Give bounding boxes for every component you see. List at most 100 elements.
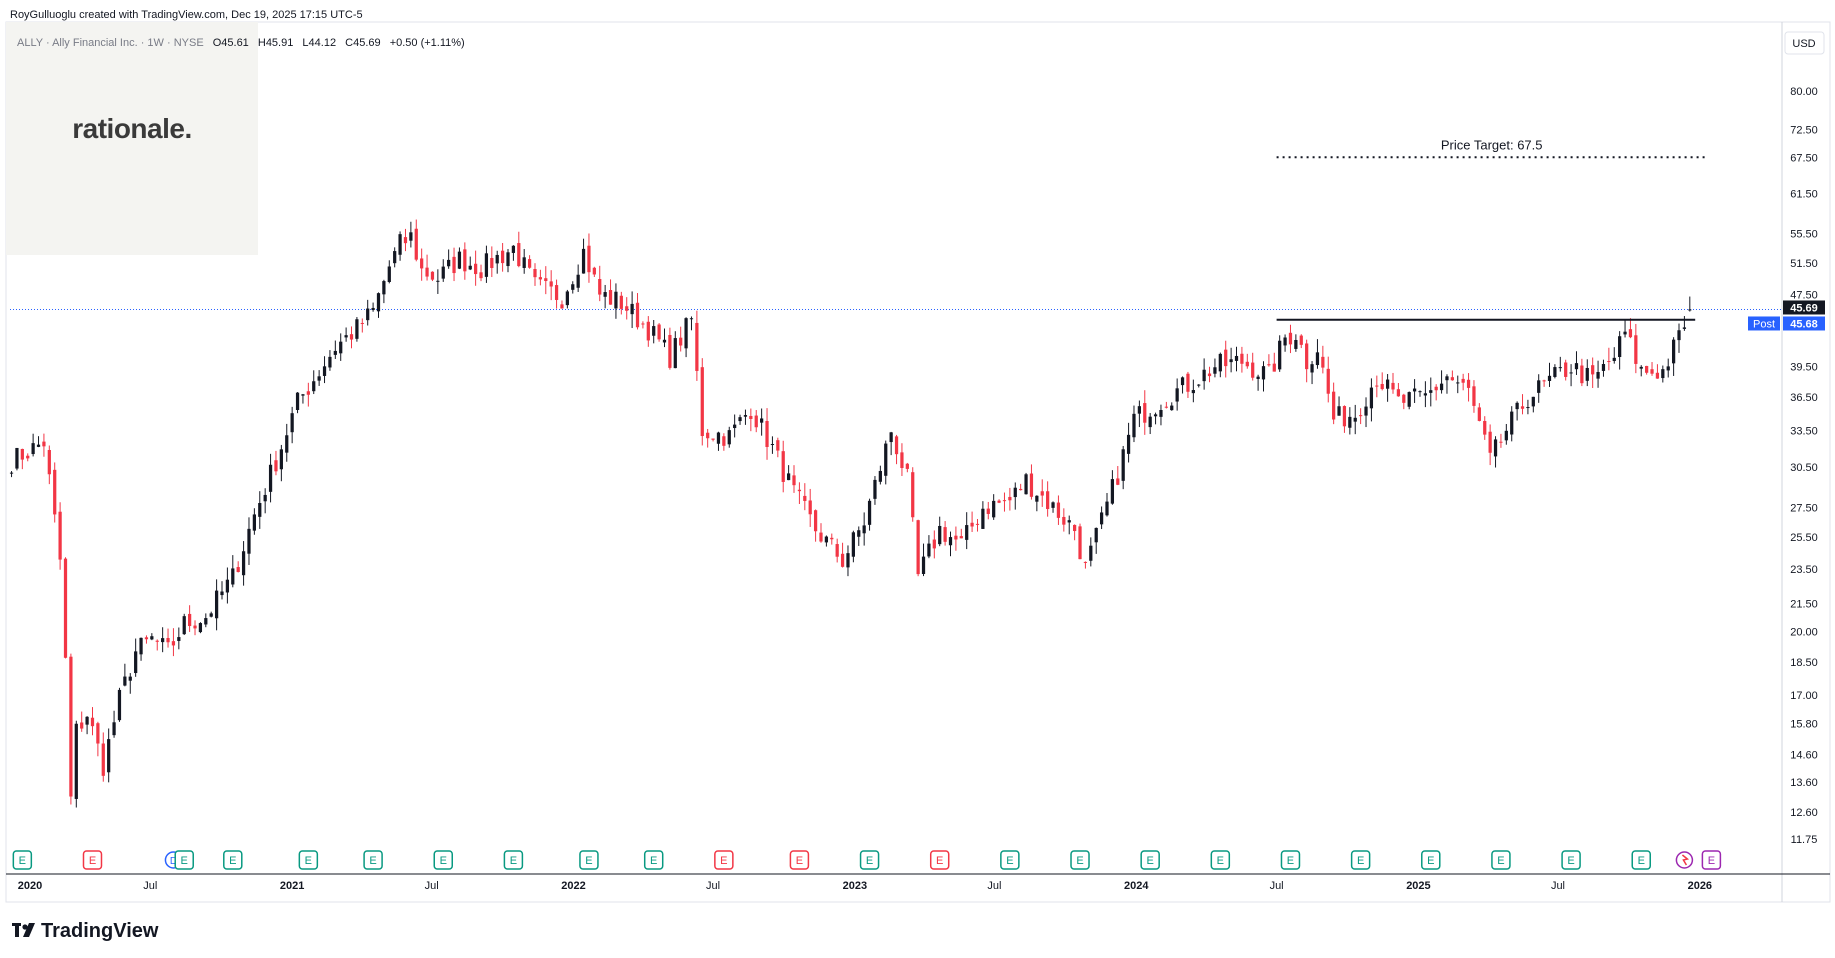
candle[interactable] xyxy=(1564,359,1568,381)
candle[interactable] xyxy=(938,516,942,547)
candle[interactable] xyxy=(414,219,418,262)
candle[interactable] xyxy=(652,319,656,344)
candle[interactable] xyxy=(484,245,489,283)
candle[interactable] xyxy=(851,530,855,563)
tradingview-logo[interactable]: TradingView xyxy=(12,920,159,942)
candle[interactable] xyxy=(538,269,543,286)
candle[interactable] xyxy=(322,356,327,384)
candle[interactable] xyxy=(1073,524,1077,541)
candle[interactable] xyxy=(695,310,699,381)
candle[interactable] xyxy=(1423,381,1428,408)
candle[interactable] xyxy=(1504,423,1508,445)
candle[interactable] xyxy=(441,259,445,282)
candle[interactable] xyxy=(387,260,391,284)
candle[interactable] xyxy=(371,302,375,312)
price-tick-label[interactable]: 47.50 xyxy=(1790,289,1818,301)
candle[interactable] xyxy=(1008,487,1012,511)
candle[interactable] xyxy=(241,541,246,586)
price-tick-label[interactable]: 55.50 xyxy=(1790,229,1818,241)
earnings-marker[interactable]: E xyxy=(1421,850,1441,870)
price-tick-label[interactable]: 25.50 xyxy=(1790,532,1818,544)
candle[interactable] xyxy=(733,414,737,438)
candle[interactable] xyxy=(1337,396,1341,416)
earnings-marker[interactable]: E xyxy=(1350,850,1371,870)
candle[interactable] xyxy=(128,673,132,694)
candle[interactable] xyxy=(533,263,537,286)
candle[interactable] xyxy=(1385,374,1390,402)
candle[interactable] xyxy=(355,317,359,342)
price-tick-label[interactable]: 67.50 xyxy=(1790,152,1818,164)
candle[interactable] xyxy=(506,249,510,273)
candle[interactable] xyxy=(166,628,170,648)
earnings-marker[interactable]: E xyxy=(298,850,319,870)
price-tick-label[interactable]: 33.50 xyxy=(1790,426,1818,438)
time-tick-label[interactable]: 2026 xyxy=(1688,880,1712,892)
candle[interactable] xyxy=(382,279,386,304)
earnings-marker[interactable]: E xyxy=(929,850,950,870)
candle[interactable] xyxy=(1019,483,1023,491)
time-tick-label[interactable]: 2024 xyxy=(1124,880,1149,892)
candle[interactable] xyxy=(1170,402,1174,411)
price-tick-label[interactable]: 30.50 xyxy=(1790,462,1818,474)
candle[interactable] xyxy=(42,433,46,457)
candle[interactable] xyxy=(786,465,791,481)
candle[interactable] xyxy=(1688,296,1692,312)
price-tick-label[interactable]: 23.50 xyxy=(1790,564,1818,576)
candle[interactable] xyxy=(840,542,845,568)
candle[interactable] xyxy=(554,279,559,309)
candle[interactable] xyxy=(1472,380,1476,413)
candle[interactable] xyxy=(517,231,521,268)
candle[interactable] xyxy=(301,393,305,404)
candle[interactable] xyxy=(587,233,591,283)
candle[interactable] xyxy=(813,509,818,542)
candle[interactable] xyxy=(290,406,294,444)
candle[interactable] xyxy=(393,247,397,268)
candle[interactable] xyxy=(738,414,742,425)
candle[interactable] xyxy=(268,453,273,503)
candle[interactable] xyxy=(1213,358,1217,378)
candle[interactable] xyxy=(981,501,985,529)
candle[interactable] xyxy=(1056,495,1061,525)
candle[interactable] xyxy=(349,326,354,349)
candle[interactable] xyxy=(1439,370,1444,394)
symbol-info[interactable]: ALLY · Ally Financial Inc. · 1W · NYSE O… xyxy=(17,37,465,49)
candle[interactable] xyxy=(1364,397,1368,428)
candle[interactable] xyxy=(684,317,688,358)
price-tick-label[interactable]: 17.00 xyxy=(1790,690,1818,702)
candle[interactable] xyxy=(1477,403,1481,422)
candle[interactable] xyxy=(954,526,958,551)
candle[interactable] xyxy=(376,292,381,318)
candle[interactable] xyxy=(560,300,564,309)
price-tick-label[interactable]: 20.00 xyxy=(1790,627,1818,639)
price-tick-label[interactable]: 11.75 xyxy=(1791,834,1818,846)
candle[interactable] xyxy=(1591,357,1595,389)
candle[interactable] xyxy=(1671,337,1676,376)
candle[interactable] xyxy=(1299,334,1303,349)
candle[interactable] xyxy=(1661,365,1665,383)
price-tick-label[interactable]: 13.60 xyxy=(1790,777,1818,789)
candle[interactable] xyxy=(846,545,850,577)
candle[interactable] xyxy=(760,408,764,436)
candle[interactable] xyxy=(700,358,704,446)
candle[interactable] xyxy=(1359,408,1363,425)
candle[interactable] xyxy=(1510,406,1514,442)
candle[interactable] xyxy=(1375,375,1379,398)
candle[interactable] xyxy=(1153,412,1158,425)
candle[interactable] xyxy=(247,517,251,565)
candle[interactable] xyxy=(209,611,213,618)
candle[interactable] xyxy=(857,526,861,546)
candle[interactable] xyxy=(706,428,710,448)
candle[interactable] xyxy=(900,443,904,476)
candle[interactable] xyxy=(965,512,969,550)
price-tick-label[interactable]: 21.50 xyxy=(1790,598,1818,610)
candle[interactable] xyxy=(581,238,586,274)
price-tick-label[interactable]: 39.50 xyxy=(1790,361,1818,373)
candle[interactable] xyxy=(630,291,634,329)
candle[interactable] xyxy=(274,450,278,476)
candle[interactable] xyxy=(1380,372,1384,391)
candle[interactable] xyxy=(943,521,947,546)
candle[interactable] xyxy=(252,508,256,535)
candle[interactable] xyxy=(673,331,677,369)
candle[interactable] xyxy=(1402,393,1406,410)
